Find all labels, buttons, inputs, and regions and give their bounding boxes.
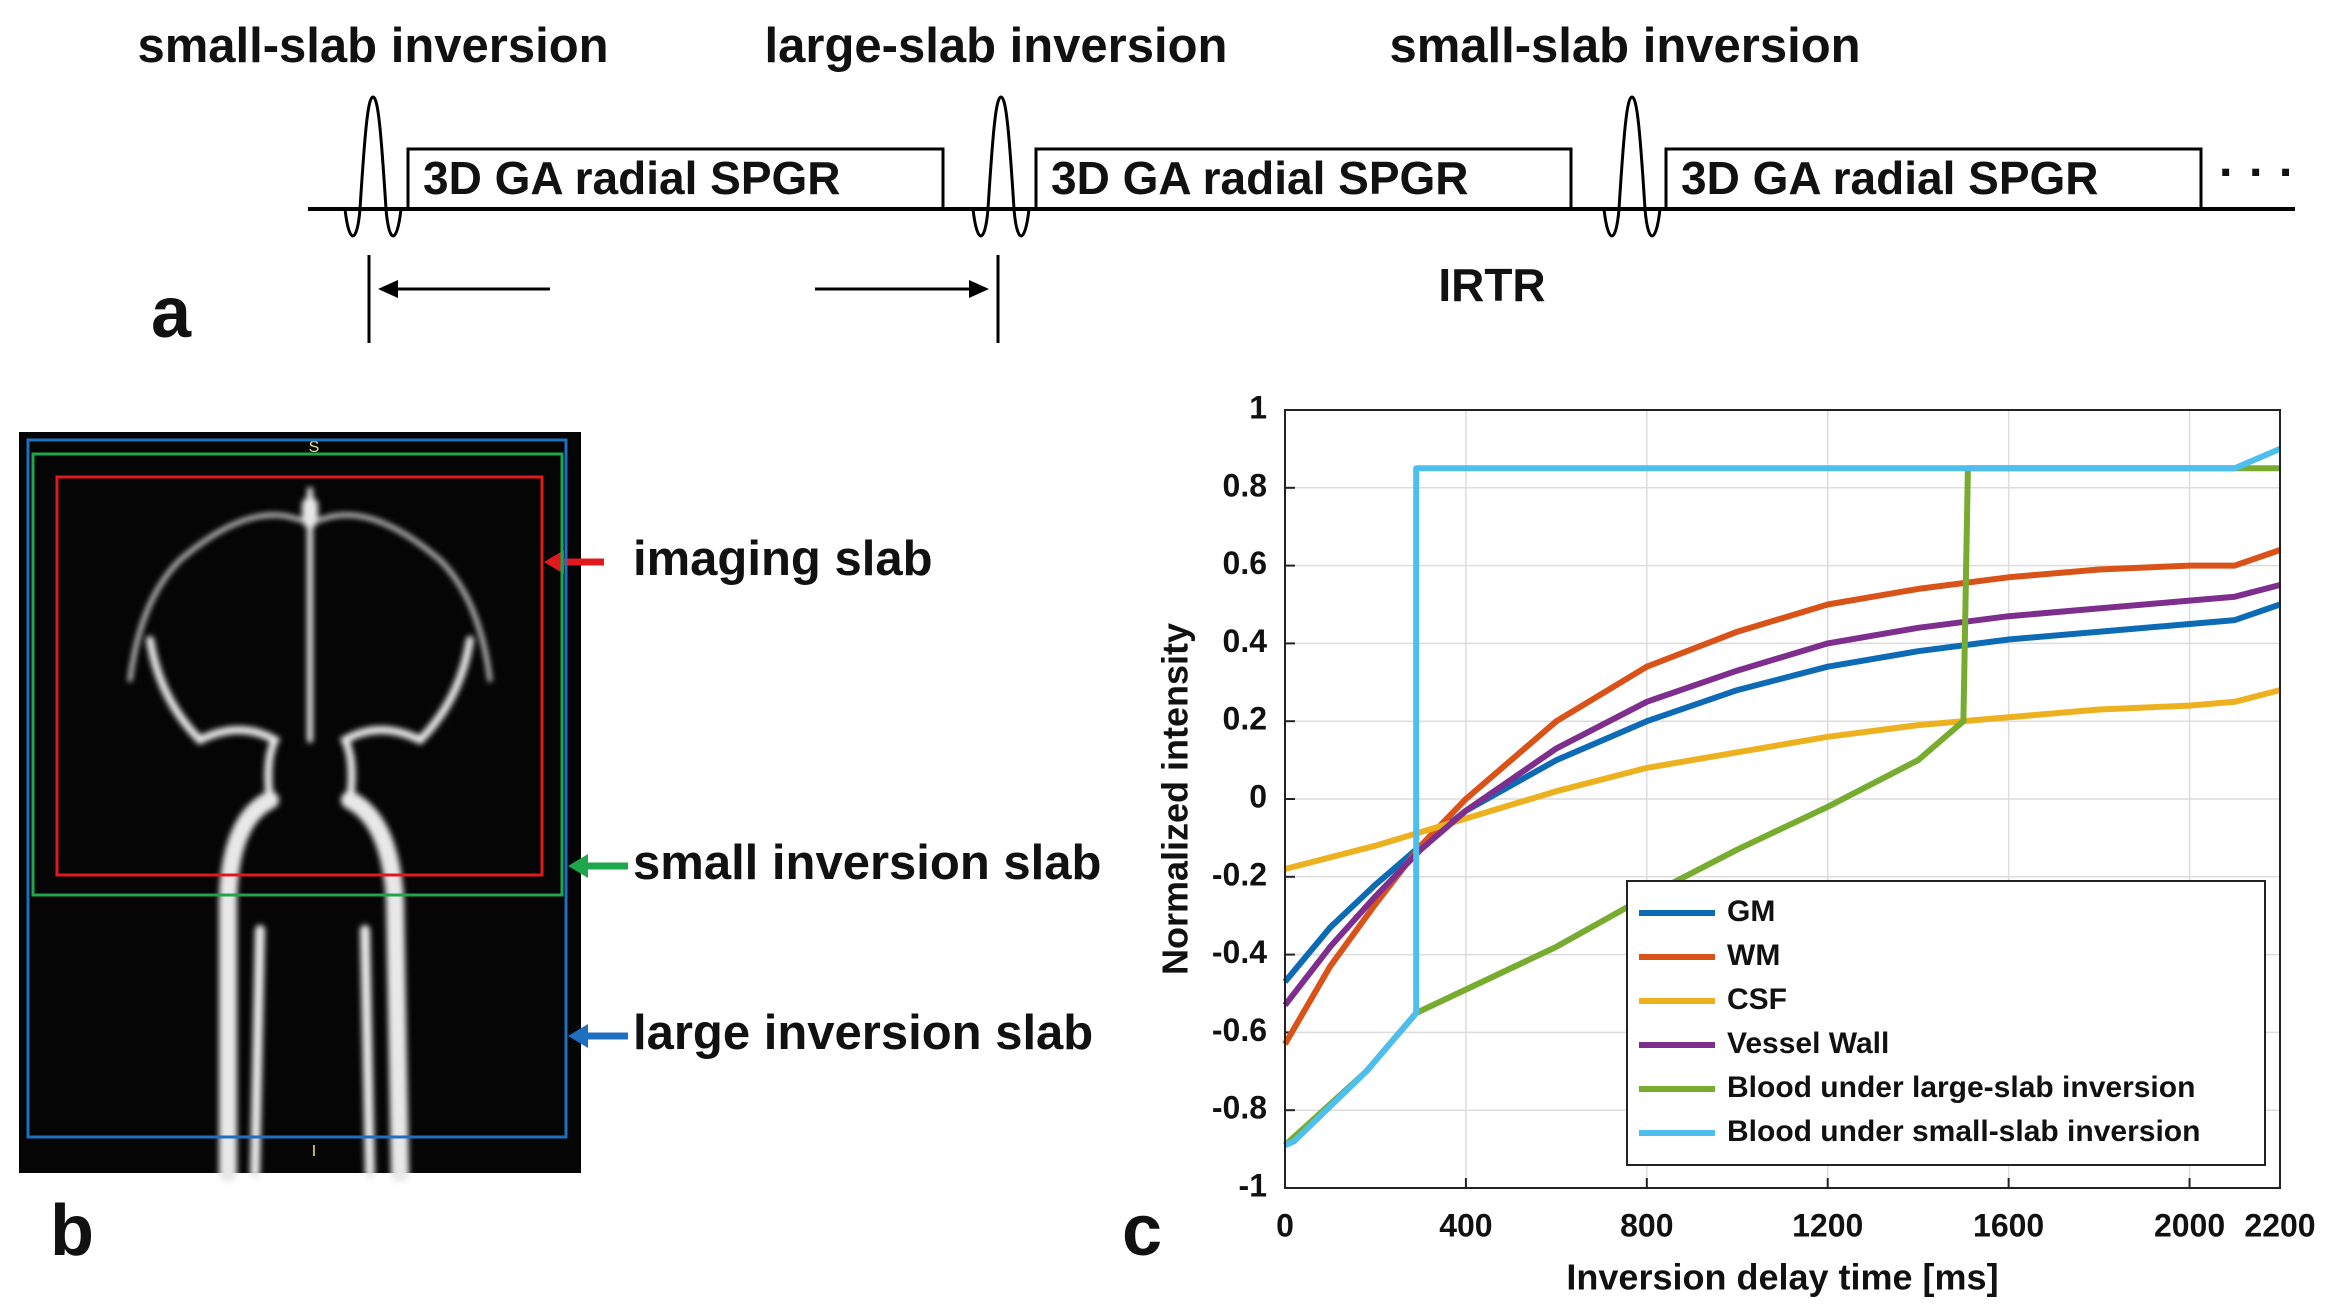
x-tick-label: 0 — [1276, 1207, 1294, 1243]
series-line — [1282, 601, 2281, 984]
legend-label: Blood under small-slab inversion — [1727, 1115, 2200, 1148]
panel-c: c -1 -0.8 -0.6 -0.4 -0.2 0 0.2 0.4 0.6 0.8 1 0 400 80… — [1122, 389, 2316, 1297]
readout-block — [1664, 147, 2203, 211]
slab-box — [31, 452, 564, 897]
readout-block — [406, 147, 945, 211]
x-tick-label: 2000 — [2154, 1207, 2225, 1243]
pulse-label: small-slab inversion — [137, 19, 608, 73]
legend-label: GM — [1727, 895, 1775, 928]
arrow-head — [969, 280, 989, 298]
panel-b: S I b imaging slab small inversion slab la… — [19, 432, 1101, 1271]
block-label: 3D GA radial SPGR — [423, 152, 841, 204]
legend-label: Blood under large-slab inversion — [1727, 1071, 2195, 1104]
slab-arrow-head — [568, 1024, 588, 1048]
y-tick-label: 0 — [1249, 778, 1267, 814]
x-tick-label: 800 — [1620, 1207, 1673, 1243]
y-tick-label: -0.8 — [1212, 1090, 1267, 1126]
readout-block — [1034, 147, 1573, 211]
slab-arrow-head — [544, 550, 564, 574]
image-marker: S — [309, 439, 320, 456]
y-tick-label: -1 — [1239, 1167, 1267, 1203]
legend-label: WM — [1727, 939, 1780, 972]
y-tick-label: 0.8 — [1223, 467, 1267, 503]
panel-label: a — [151, 273, 192, 353]
x-tick-label: 1200 — [1792, 1207, 1863, 1243]
panel-label: c — [1122, 1191, 1162, 1271]
block-label: 3D GA radial SPGR — [1681, 152, 2099, 204]
panel-a: a IRTR · · · small-slab inversion large-s… — [137, 19, 2295, 353]
x-tick-label: 400 — [1439, 1207, 1492, 1243]
legend-box — [1626, 880, 2266, 1166]
slab-label: large inversion slab — [633, 1006, 1093, 1060]
series-line — [1282, 582, 2281, 1008]
x-tick-label: 2200 — [2244, 1207, 2315, 1243]
x-tick-label: 1600 — [1973, 1207, 2044, 1243]
slab-label: imaging slab — [633, 532, 933, 586]
arrow-head — [378, 280, 398, 298]
series-line — [1283, 446, 2282, 1148]
slab-box — [26, 438, 568, 1139]
series-line — [1284, 687, 2281, 872]
legend-label: Vessel Wall — [1727, 1027, 1889, 1060]
inversion-pulse — [343, 95, 403, 238]
block-label: 3D GA radial SPGR — [1051, 152, 1469, 204]
y-tick-label: -0.6 — [1212, 1012, 1267, 1048]
y-axis-label: Normalized intensity — [1155, 623, 1196, 975]
continuation: · · · — [2219, 146, 2295, 200]
panel-label: b — [50, 1191, 94, 1271]
x-axis-label: Inversion delay time [ms] — [1566, 1257, 1998, 1298]
slab-arrow-head — [568, 854, 588, 878]
pulse-label: large-slab inversion — [765, 19, 1228, 73]
pulse-label: small-slab inversion — [1389, 19, 1860, 73]
slab-label: small inversion slab — [633, 836, 1101, 890]
image-marker: I — [312, 1143, 316, 1160]
inversion-pulse — [1602, 95, 1662, 238]
y-tick-label: 0.2 — [1223, 701, 1267, 737]
y-tick-label: 0.4 — [1223, 623, 1268, 659]
y-tick-label: 0.6 — [1223, 545, 1267, 581]
interval-label: IRTR — [1438, 259, 1545, 311]
angiogram-image — [19, 432, 581, 1173]
inversion-pulse — [971, 95, 1031, 238]
y-tick-label: -0.4 — [1212, 934, 1267, 970]
slab-box — [55, 475, 544, 877]
plot-frame — [1284, 409, 2281, 1189]
y-tick-label: -0.2 — [1212, 856, 1267, 892]
legend-label: CSF — [1727, 983, 1787, 1016]
y-tick-label: 1 — [1249, 389, 1267, 425]
